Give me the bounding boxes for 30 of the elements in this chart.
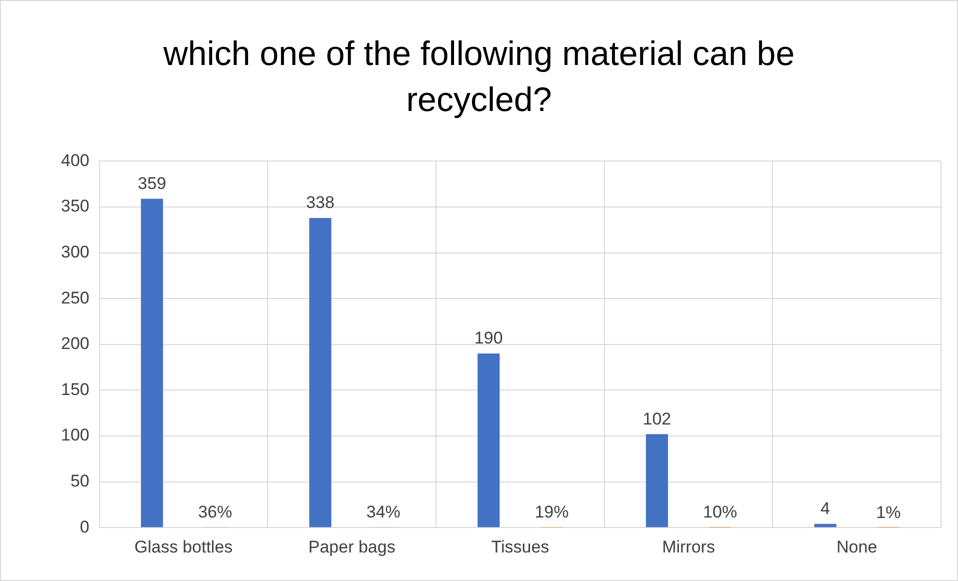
data-label: 102 bbox=[642, 409, 672, 428]
data-label: 36% bbox=[198, 502, 232, 522]
data-label: 19% bbox=[534, 502, 569, 522]
x-tick-label: None bbox=[836, 537, 878, 556]
y-tick-label: 200 bbox=[60, 334, 90, 354]
bar bbox=[478, 354, 500, 528]
data-label: 34% bbox=[366, 502, 400, 522]
bar bbox=[140, 198, 164, 528]
data-label: 190 bbox=[474, 328, 503, 348]
y-tick-label: 350 bbox=[60, 196, 90, 216]
data-label: 338 bbox=[306, 193, 334, 212]
chart-title: which one of the following material can be recycled? bbox=[162, 34, 796, 121]
bar bbox=[646, 434, 668, 528]
data-label: 10% bbox=[703, 502, 738, 522]
y-tick-label: 150 bbox=[60, 380, 90, 399]
y-tick-label: 0 bbox=[80, 517, 90, 536]
data-label: 359 bbox=[138, 174, 166, 193]
x-tick-label: Tissues bbox=[491, 537, 550, 556]
y-tick-label: 100 bbox=[60, 426, 90, 445]
y-tick-label: 250 bbox=[60, 288, 90, 308]
x-tick-label: Mirrors bbox=[662, 537, 715, 556]
data-label: 1% bbox=[876, 502, 901, 522]
bar bbox=[814, 524, 836, 528]
y-tick-label: 400 bbox=[60, 150, 90, 170]
y-tick-label: 300 bbox=[60, 242, 90, 262]
x-tick-label: Paper bags bbox=[308, 537, 396, 556]
y-tick-label: 50 bbox=[70, 471, 90, 490]
data-label: 4 bbox=[820, 499, 830, 518]
bar bbox=[309, 218, 332, 528]
x-tick-label: Glass bottles bbox=[134, 537, 233, 556]
